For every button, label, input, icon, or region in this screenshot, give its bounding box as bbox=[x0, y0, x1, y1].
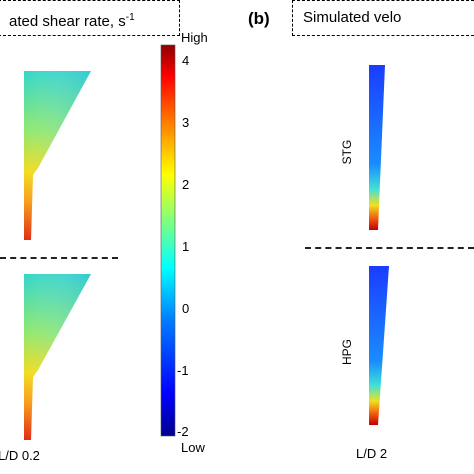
panel-a-title-superscript: -1 bbox=[125, 12, 135, 23]
shear-contour-bottom bbox=[24, 274, 91, 440]
panel-b-divider bbox=[305, 247, 474, 249]
panel-b-title: Simulated velo bbox=[292, 0, 474, 36]
shear-contour-top bbox=[24, 71, 91, 240]
panel-a-bottom-label: L/D 0.2 bbox=[0, 448, 40, 463]
panel-b-label: (b) bbox=[248, 9, 270, 28]
panel-b-row-label-stg: STG bbox=[340, 139, 354, 165]
colorbar-tick: 0 bbox=[182, 301, 190, 316]
panel-a-divider bbox=[0, 257, 118, 259]
velocity-contour-hpg bbox=[369, 266, 389, 425]
panel-a-title-text: ated shear rate, s bbox=[9, 13, 126, 30]
colorbar-tick: 2 bbox=[182, 177, 190, 192]
panel-a-title: ated shear rate, s-1 bbox=[0, 0, 180, 36]
panel-b-title-text: Simulated velo bbox=[303, 9, 402, 26]
colorbar-tick: 1 bbox=[182, 239, 190, 254]
colorbar-tick: 4 bbox=[182, 53, 190, 68]
colorbar-tick: 3 bbox=[182, 115, 190, 130]
panel-b-row-label-hpg: HPG bbox=[340, 339, 354, 366]
colorbar bbox=[160, 44, 176, 437]
velocity-contour-stg bbox=[369, 65, 385, 230]
colorbar-high-label: High bbox=[181, 30, 208, 45]
colorbar-tick: -2 bbox=[177, 424, 189, 439]
panel-b-bottom-label: L/D 2 bbox=[356, 446, 388, 461]
colorbar-low-label: Low bbox=[181, 440, 205, 455]
colorbar-tick: -1 bbox=[177, 363, 189, 378]
